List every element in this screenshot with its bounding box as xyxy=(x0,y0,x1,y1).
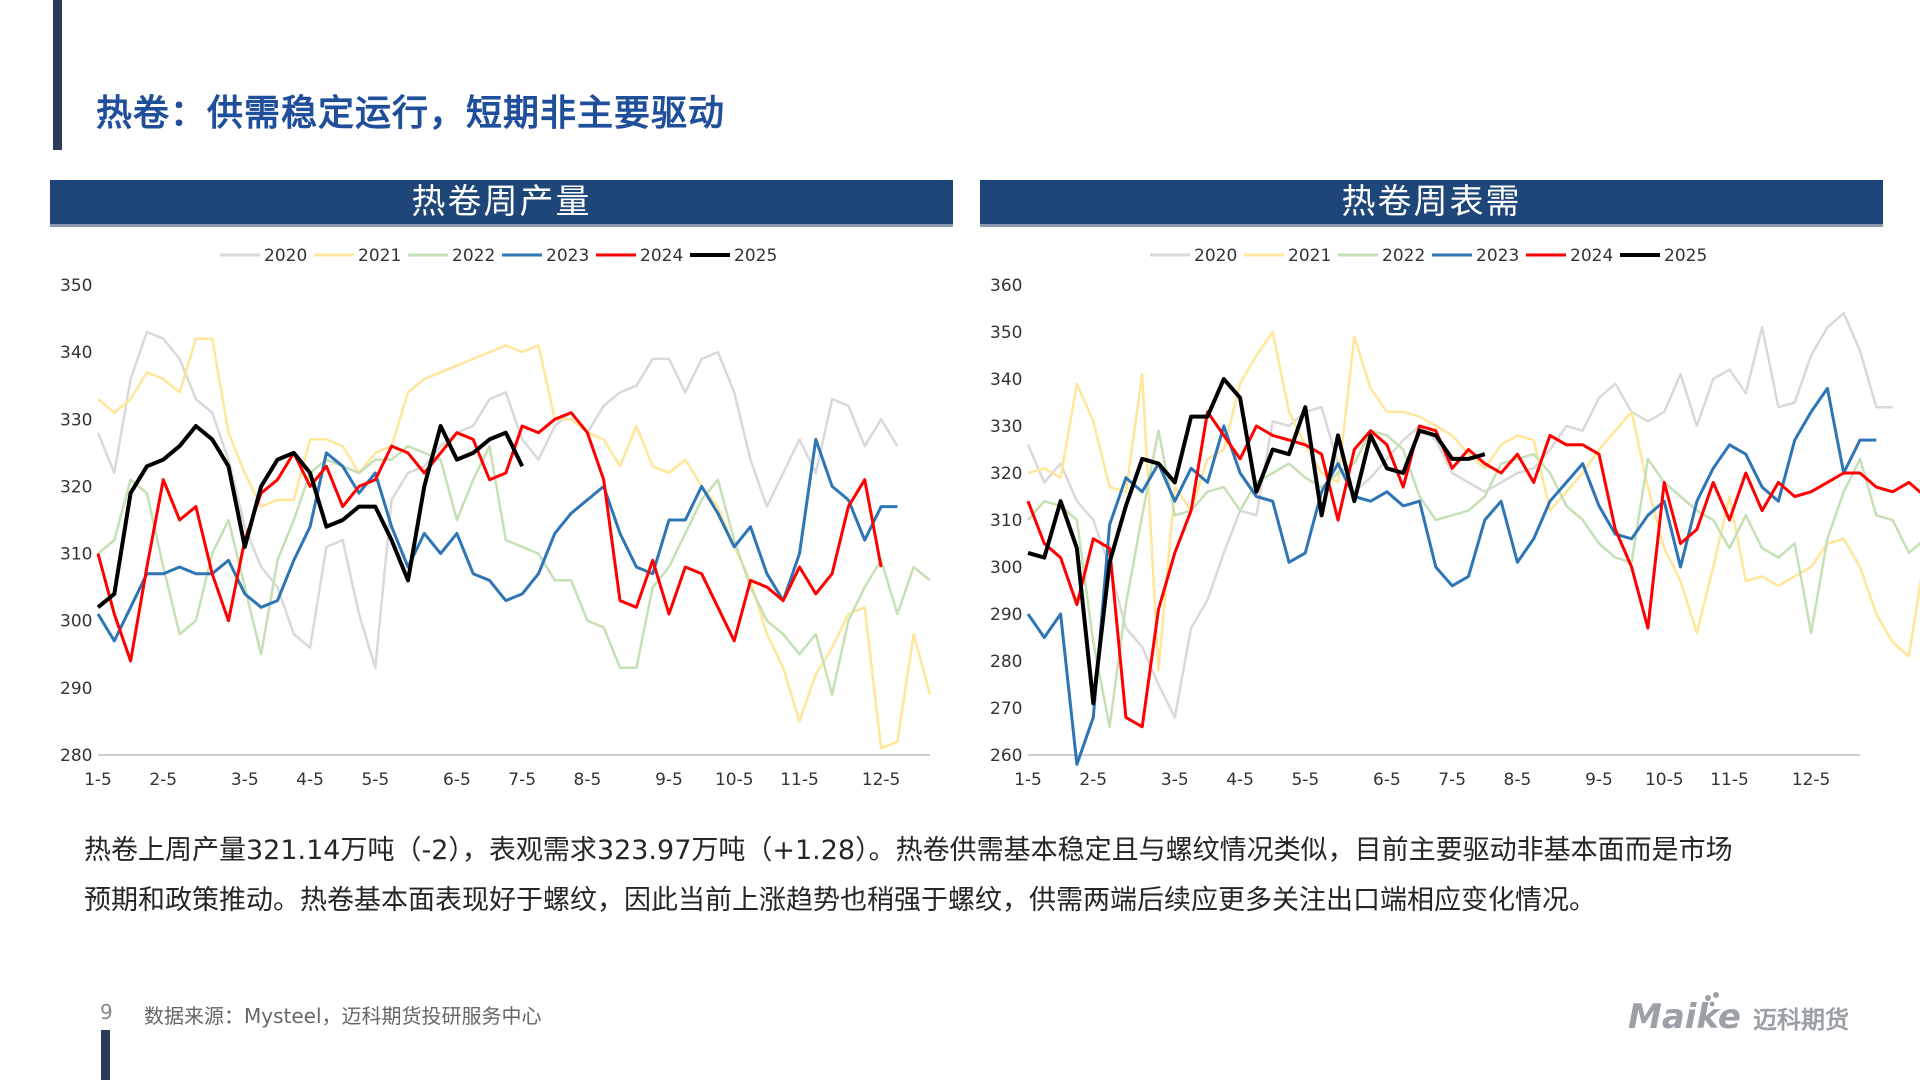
x-tick-label: 12-5 xyxy=(862,770,901,790)
y-tick-label: 330 xyxy=(60,410,92,430)
legend-label-2023: 2023 xyxy=(1476,246,1519,266)
series-line-2025 xyxy=(96,424,524,609)
x-tick-label: 11-5 xyxy=(1710,770,1749,790)
y-tick-label: 310 xyxy=(60,545,92,565)
y-tick-label: 350 xyxy=(60,276,92,296)
y-tick-label: 290 xyxy=(990,605,1022,625)
accent-bar-top xyxy=(53,0,62,150)
x-tick-label: 2-5 xyxy=(149,770,177,790)
y-tick-label: 270 xyxy=(990,699,1022,719)
page-title: 热卷：供需稳定运行，短期非主要驱动 xyxy=(96,93,726,134)
x-tick-label: 8-5 xyxy=(1504,770,1532,790)
y-tick-label: 340 xyxy=(990,370,1022,390)
y-tick-label: 350 xyxy=(990,323,1022,343)
production-chart: 2020 2021 2022 2023 2024 2025 280 290 300 310 320 3… xyxy=(60,246,932,790)
y-tick-label: 300 xyxy=(60,612,92,632)
x-tick-label: 3-5 xyxy=(1161,770,1189,790)
series-line-2020 xyxy=(1026,311,1893,719)
series-line-2021 xyxy=(1027,330,1920,672)
x-tick-label: 4-5 xyxy=(1226,770,1254,790)
x-tick-label: 2-5 xyxy=(1079,770,1107,790)
x-tick-label: 6-5 xyxy=(1373,770,1401,790)
legend-label-2021: 2021 xyxy=(1288,246,1331,266)
data-source: 数据来源：Mysteel，迈科期货投研服务中心 xyxy=(144,1004,542,1028)
y-tick-label: 310 xyxy=(990,511,1022,531)
maike-logo: Maike 迈科期货 xyxy=(1628,992,1849,1037)
y-tick-label: 320 xyxy=(60,477,92,497)
y-tick-label: 360 xyxy=(990,276,1022,296)
legend-label-2020: 2020 xyxy=(1194,246,1237,266)
x-tick-label: 12-5 xyxy=(1792,770,1831,790)
series-line-2022 xyxy=(97,444,931,696)
svg-text:Maike: Maike xyxy=(1628,997,1741,1037)
svg-text:迈科期货: 迈科期货 xyxy=(1753,1006,1849,1034)
y-tick-label: 340 xyxy=(60,343,92,363)
legend-label-2023: 2023 xyxy=(546,246,589,266)
x-tick-label: 6-5 xyxy=(443,770,471,790)
x-tick-label: 4-5 xyxy=(296,770,324,790)
chart-header-production: 热卷周产量 xyxy=(50,180,953,227)
y-tick-label: 300 xyxy=(990,558,1022,578)
x-tick-label: 10-5 xyxy=(715,770,754,790)
demand-chart: 2020 2021 2022 2023 2024 2025 260 270 280 290 300 3… xyxy=(990,246,1920,790)
analysis-paragraph-line2: 预期和政策推动。热卷基本面表现好于螺纹，因此当前上涨趋势也稍强于螺纹，供需两端后… xyxy=(84,885,1596,916)
x-tick-label: 7-5 xyxy=(508,770,536,790)
x-tick-label: 11-5 xyxy=(780,770,819,790)
x-tick-label: 1-5 xyxy=(1014,770,1042,790)
series-line-2023 xyxy=(96,437,898,643)
accent-bar-bottom xyxy=(101,1030,110,1080)
y-tick-label: 330 xyxy=(990,417,1022,437)
legend-label-2025: 2025 xyxy=(1664,246,1707,266)
y-tick-label: 290 xyxy=(60,679,92,699)
legend-label-2021: 2021 xyxy=(358,246,401,266)
x-tick-label: 9-5 xyxy=(655,770,683,790)
series-line-2024 xyxy=(96,411,883,663)
page-number: 9 xyxy=(100,1000,113,1024)
y-tick-label: 280 xyxy=(990,652,1022,672)
legend-label-2022: 2022 xyxy=(1382,246,1425,266)
legend-label-2025: 2025 xyxy=(734,246,777,266)
y-tick-label: 320 xyxy=(990,464,1022,484)
x-tick-label: 7-5 xyxy=(1438,770,1466,790)
x-tick-label: 5-5 xyxy=(361,770,389,790)
x-tick-label: 8-5 xyxy=(574,770,602,790)
x-tick-label: 1-5 xyxy=(84,770,112,790)
series-line-2021 xyxy=(97,337,932,750)
series-line-2023 xyxy=(1026,386,1877,766)
x-tick-label: 3-5 xyxy=(231,770,259,790)
x-tick-label: 9-5 xyxy=(1585,770,1613,790)
x-tick-label: 5-5 xyxy=(1291,770,1319,790)
legend-label-2020: 2020 xyxy=(264,246,307,266)
x-tick-label: 10-5 xyxy=(1645,770,1684,790)
analysis-paragraph-line1: 热卷上周产量321.14万吨（-2），表观需求323.97万吨（+1.28）。热… xyxy=(84,835,1733,866)
series-line-2022 xyxy=(1027,429,1920,729)
series-line-2025 xyxy=(1027,377,1486,706)
series-line-2024 xyxy=(1026,410,1920,729)
legend-label-2024: 2024 xyxy=(640,246,683,266)
legend-label-2024: 2024 xyxy=(1570,246,1613,266)
y-tick-label: 260 xyxy=(990,746,1022,766)
legend-label-2022: 2022 xyxy=(452,246,495,266)
y-tick-label: 280 xyxy=(60,746,92,766)
logo-mark-icon xyxy=(1705,992,1719,1007)
chart-header-demand: 热卷周表需 xyxy=(980,180,1883,227)
